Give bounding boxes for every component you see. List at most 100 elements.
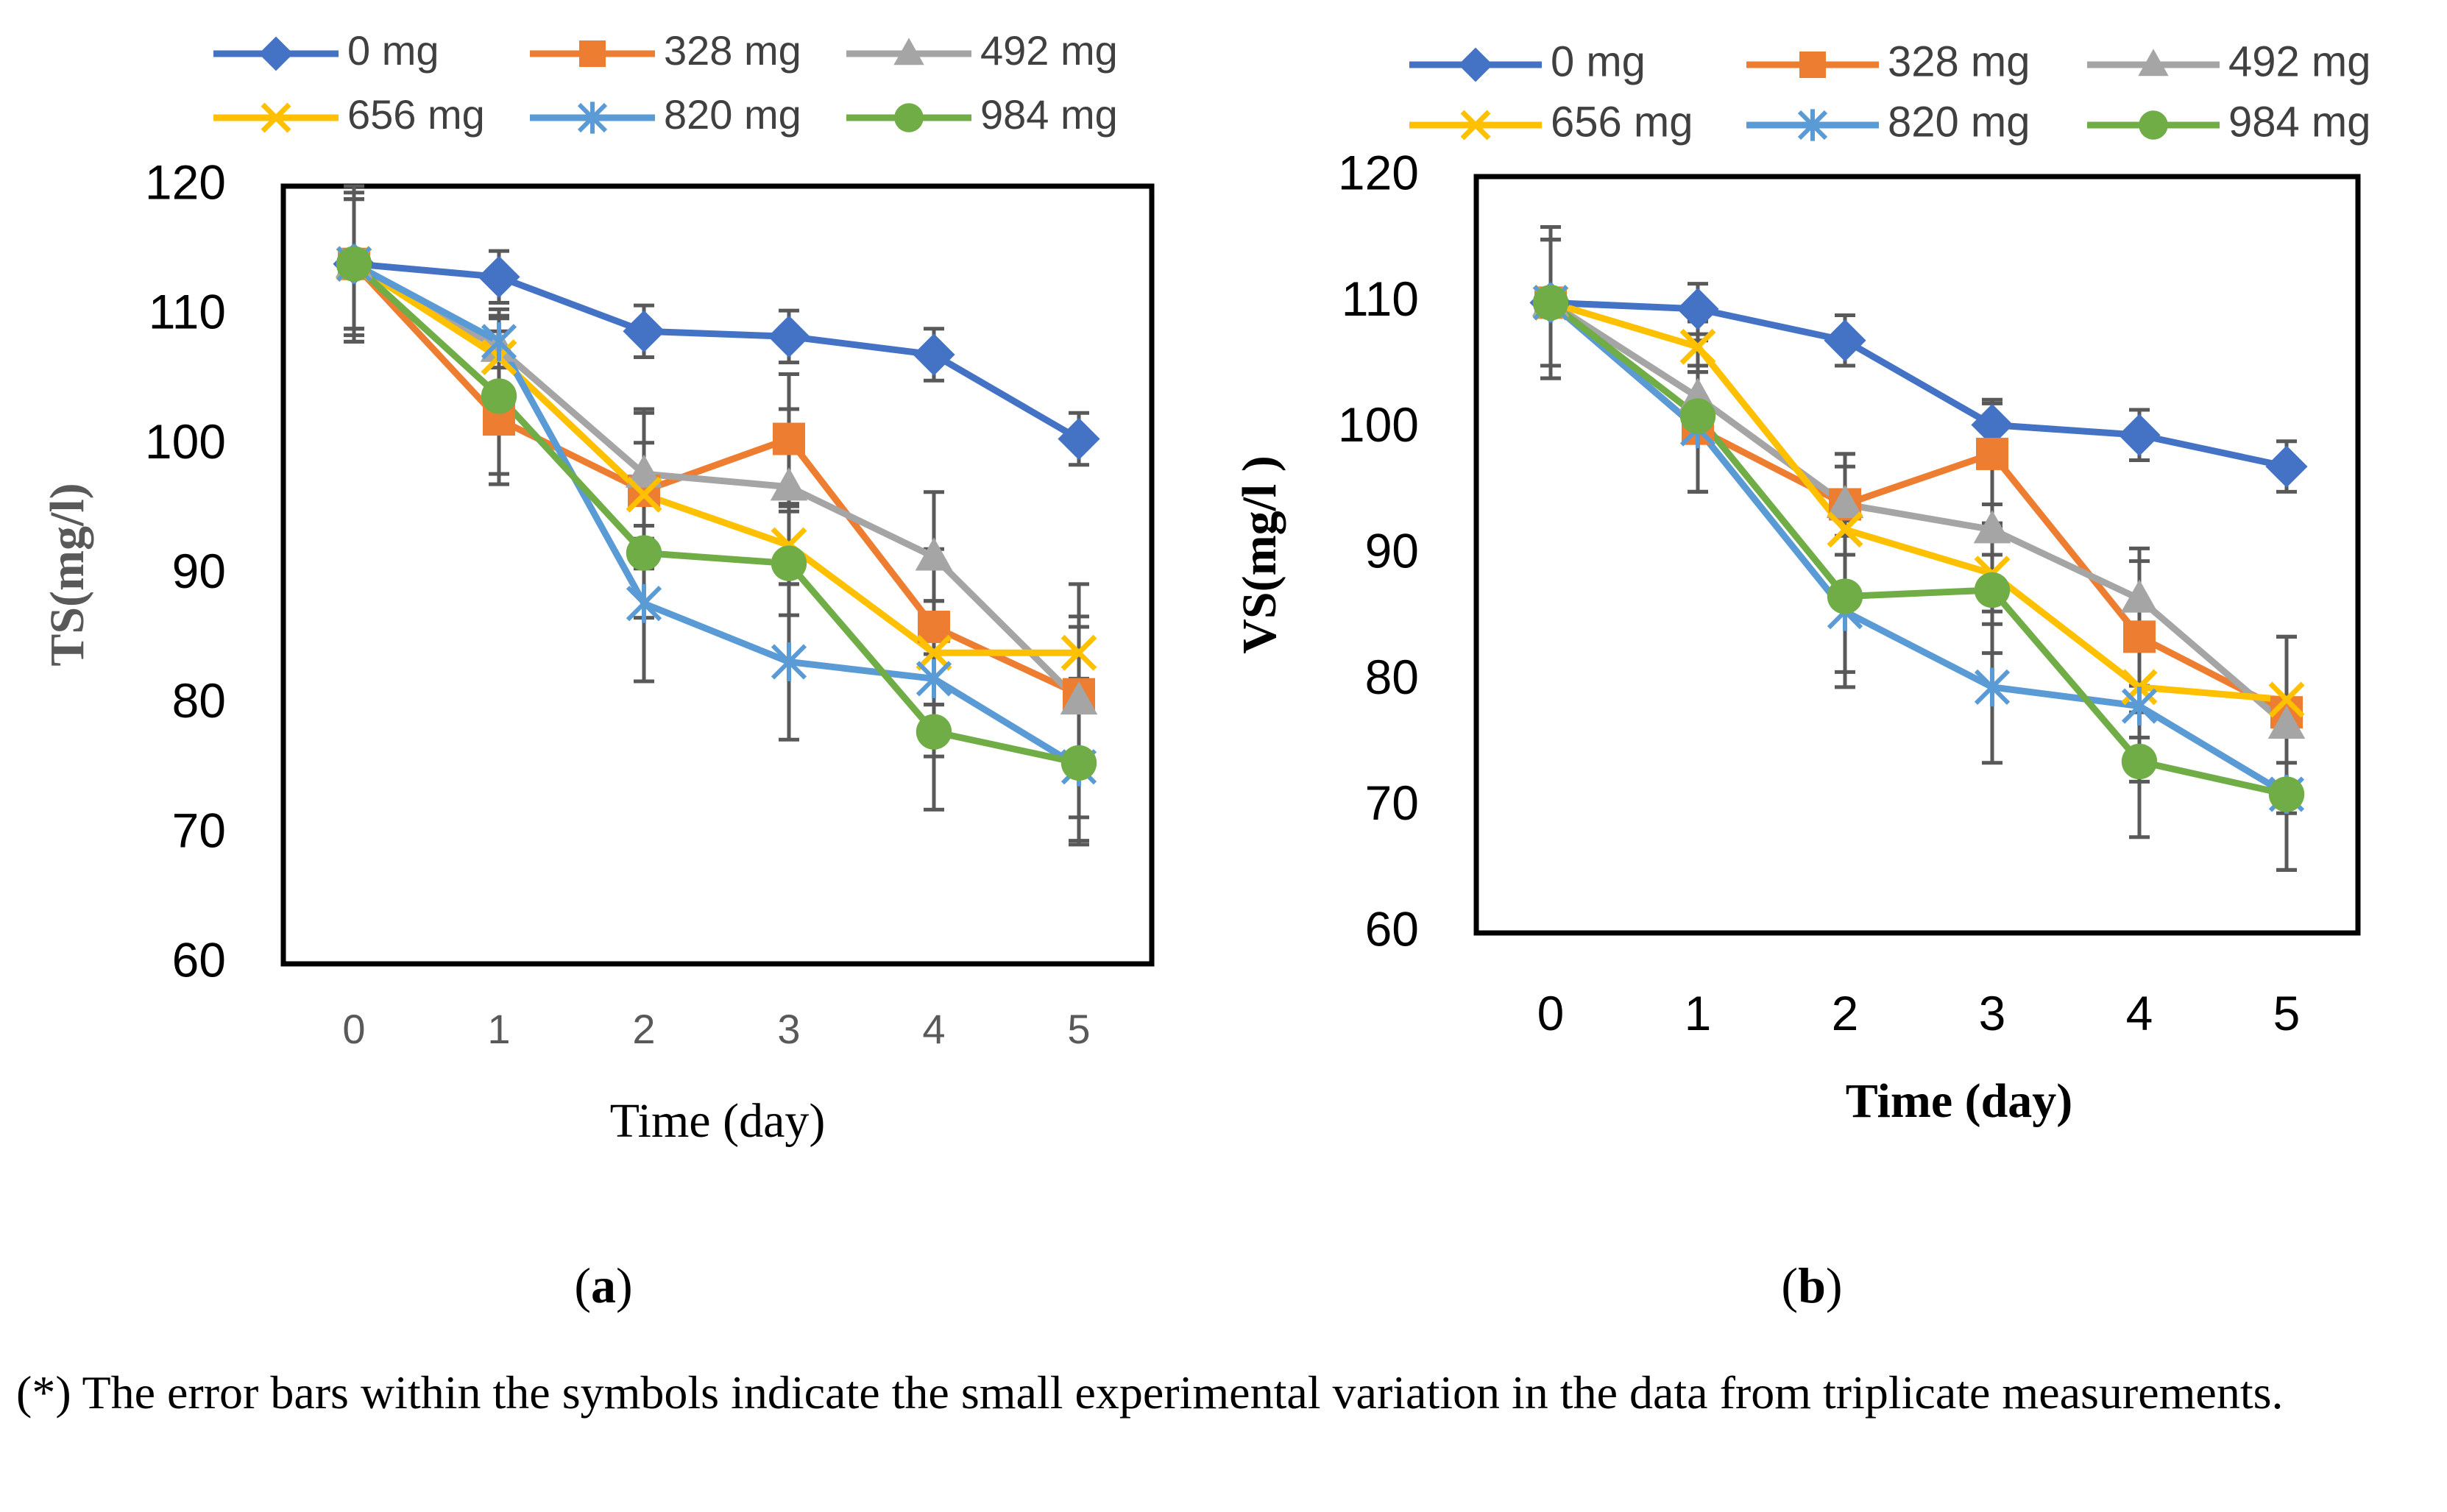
data-point-a-328-mg-day4 [918, 610, 950, 643]
x-tick-label-a-5: 5 [1067, 1006, 1090, 1052]
data-point-b-984-mg-day4 [2121, 743, 2158, 780]
data-point-a-820-mg-day2 [626, 583, 662, 623]
data-point-a-0-mg-day1 [478, 255, 520, 298]
x-tick-labels-b: 0 1 2 3 4 5 [1537, 986, 2301, 1040]
legend-entry-b-984-mg: 984 mg [2087, 98, 2370, 146]
legend-entry-b-328-mg: 328 mg [1746, 38, 2030, 85]
x-tick-label-a-4: 4 [922, 1006, 945, 1052]
series-line-b-820-mg [1548, 299, 2289, 798]
legend-entry-b-656-mg: 656 mg [1409, 98, 1693, 146]
data-point-b-820-mg-day3 [1974, 667, 2011, 707]
data-point-a-984-mg-day3 [771, 545, 807, 581]
legend-entry-b-492-mg: 492 mg [2087, 38, 2370, 85]
data-point-a-0-mg-day3 [768, 315, 810, 358]
data-point-b-0-mg-day4 [2118, 414, 2161, 456]
data-point-b-328-mg-day3 [1976, 437, 2008, 470]
x-axis-title-b: Time (day) [1846, 1074, 2073, 1128]
legend-entry-a-656-mg: 656 mg [213, 91, 485, 138]
series-line-b-0-mg [1550, 299, 2287, 470]
data-point-a-492-mg-day4 [915, 537, 953, 571]
y-tick-labels-b: 60 70 80 90 100 110 120 [1338, 145, 1419, 956]
legend-entry-a-820-mg: 820 mg [530, 91, 801, 138]
y-tick-label-a-90: 90 [172, 544, 226, 598]
series-line-a-984-mg [351, 261, 1080, 767]
panel-a: 0 mg 328 mg 492 mg 656 mg 820 mg 984 mg 60 70 8… [40, 27, 1155, 1313]
panel-b: 0 mg 328 mg 492 mg 656 mg 820 mg 984 mg 60 70 8… [1233, 38, 2370, 1313]
data-point-b-820-mg-day4 [2121, 686, 2158, 725]
legend-label-a-492-mg: 492 mg [980, 27, 1118, 74]
legend-label-a-984-mg: 984 mg [980, 91, 1118, 138]
legend-entry-b-820-mg: 820 mg [1746, 98, 2030, 146]
data-point-a-984-mg-day0 [336, 246, 372, 282]
series-line-a-328-mg [351, 261, 1080, 698]
panel-caption-a: (a) [574, 1257, 632, 1313]
data-point-a-820-mg-day1 [481, 322, 517, 361]
data-point-b-984-mg-day5 [2268, 776, 2305, 812]
data-point-b-984-mg-day2 [1827, 578, 1863, 614]
y-tick-label-b-120: 120 [1338, 145, 1419, 199]
y-tick-label-a-70: 70 [172, 803, 226, 857]
data-point-a-820-mg-day4 [916, 659, 952, 698]
x-tick-label-a-1: 1 [487, 1006, 510, 1052]
legend-b: 0 mg 328 mg 492 mg 656 mg 820 mg 984 mg [1409, 38, 2370, 146]
x-tick-label-b-2: 2 [1832, 986, 1859, 1040]
legend-label-b-656-mg: 656 mg [1551, 98, 1693, 146]
footnote: (*) The error bars within the symbols in… [16, 1366, 2284, 1419]
legend-marker-a-0-mg [258, 36, 294, 71]
legend-entry-a-492-mg: 492 mg [846, 27, 1118, 74]
series-line-b-656-mg [1549, 299, 2287, 703]
data-point-b-984-mg-day1 [1679, 398, 1716, 434]
legend-marker-a-328-mg [579, 40, 606, 67]
data-point-a-0-mg-day5 [1058, 417, 1100, 461]
legend-label-a-820-mg: 820 mg [664, 91, 801, 138]
data-point-a-656-mg-day2 [626, 476, 662, 513]
series-line-a-656-mg [352, 260, 1079, 656]
legend-entry-a-984-mg: 984 mg [846, 91, 1118, 138]
data-point-b-0-mg-day5 [2265, 445, 2308, 488]
y-tick-label-b-90: 90 [1365, 523, 1419, 578]
legend-marker-b-820-mg [1797, 109, 1828, 141]
y-axis-title-b: VS(mg/l ) [1233, 455, 1286, 653]
series-line-a-0-mg [353, 260, 1081, 442]
y-tick-label-a-100: 100 [145, 414, 226, 469]
y-tick-label-b-80: 80 [1365, 650, 1419, 704]
data-point-b-0-mg-day3 [1971, 403, 2014, 447]
data-point-a-0-mg-day4 [913, 333, 955, 376]
x-tick-label-b-4: 4 [2126, 986, 2153, 1040]
series-lines-a [351, 260, 1082, 770]
y-tick-label-a-80: 80 [172, 673, 226, 728]
data-point-b-656-mg-day2 [1827, 511, 1863, 548]
data-point-a-656-mg-day4 [916, 634, 952, 671]
data-point-b-492-mg-day4 [2120, 579, 2159, 613]
legend-label-a-0-mg: 0 mg [347, 27, 439, 74]
data-point-a-0-mg-day2 [623, 310, 665, 352]
y-tick-label-b-70: 70 [1365, 775, 1419, 830]
data-point-b-492-mg-day5 [2267, 705, 2306, 739]
legend-a: 0 mg 328 mg 492 mg 656 mg 820 mg 984 mg [213, 27, 1118, 138]
legend-label-b-0-mg: 0 mg [1551, 38, 1646, 85]
x-tick-label-b-5: 5 [2273, 986, 2301, 1040]
y-tick-label-a-110: 110 [149, 285, 226, 339]
x-tick-label-b-0: 0 [1537, 986, 1565, 1040]
data-point-a-656-mg-day5 [1060, 634, 1097, 671]
series-lines-b [1548, 299, 2289, 798]
x-tick-label-b-3: 3 [1979, 986, 2006, 1040]
legend-label-b-984-mg: 984 mg [2228, 98, 2370, 146]
caption-letter-b: b [1798, 1257, 1826, 1313]
legend-label-a-328-mg: 328 mg [664, 27, 801, 74]
markers-a [333, 243, 1100, 787]
data-point-b-492-mg-day3 [1973, 510, 2011, 544]
data-point-a-492-mg-day3 [770, 467, 808, 501]
data-point-a-984-mg-day4 [916, 714, 952, 750]
markers-b [1529, 281, 2308, 814]
series-line-b-492-mg [1548, 299, 2289, 728]
legend-marker-a-984-mg [894, 103, 924, 132]
series-line-b-984-mg [1548, 299, 2287, 798]
data-point-a-984-mg-day1 [481, 378, 517, 414]
legend-marker-b-656-mg [1460, 110, 1491, 141]
legend-label-a-656-mg: 656 mg [347, 91, 485, 138]
data-point-b-0-mg-day2 [1824, 319, 1866, 362]
data-point-b-984-mg-day0 [1532, 285, 1569, 321]
legend-entry-b-0-mg: 0 mg [1409, 38, 1646, 85]
